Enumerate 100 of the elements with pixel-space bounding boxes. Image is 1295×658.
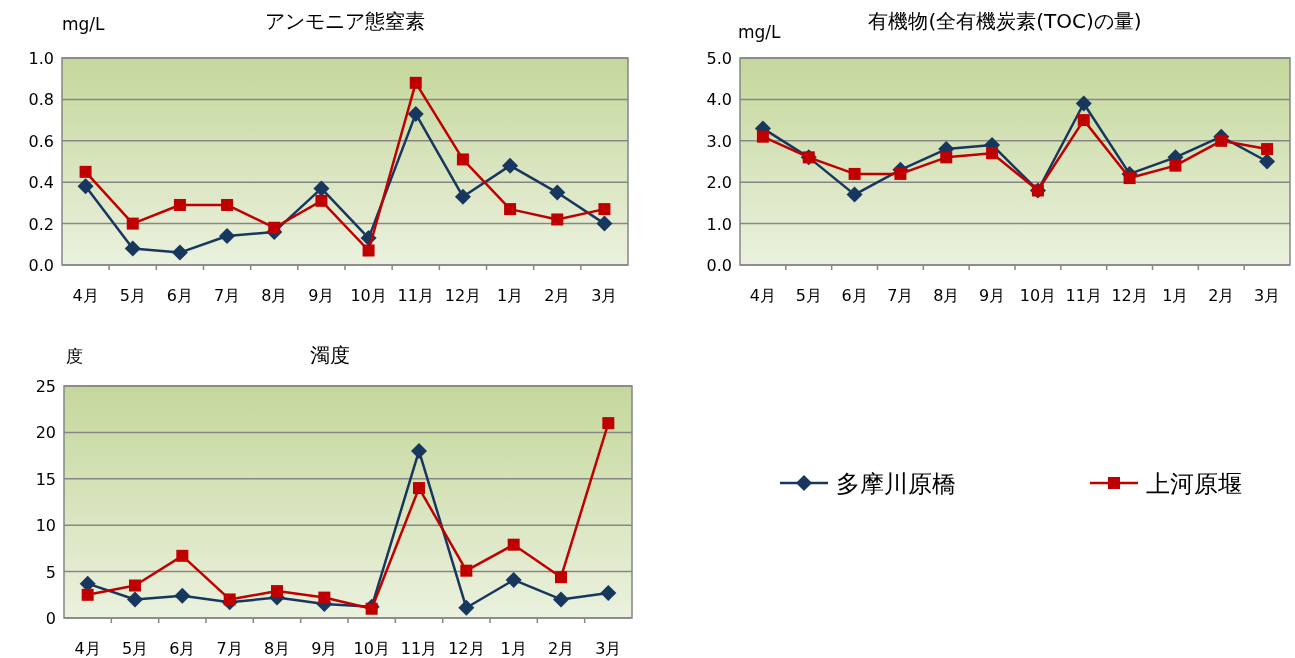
point xyxy=(124,240,141,257)
point xyxy=(173,198,186,211)
x-tick-label: 6月 xyxy=(841,286,868,305)
y-tick-label: 20 xyxy=(35,423,56,443)
y-tick-label: 3.0 xyxy=(706,131,732,151)
point xyxy=(81,588,94,601)
point xyxy=(313,180,330,197)
x-tick-label: 10月 xyxy=(350,286,387,305)
point xyxy=(756,130,769,143)
x-tick-label: 7月 xyxy=(887,286,914,305)
point xyxy=(505,571,522,588)
point xyxy=(454,188,471,205)
x-tick-label: 5月 xyxy=(795,286,822,305)
point xyxy=(171,244,188,261)
point xyxy=(1215,134,1228,147)
legend-label: 上河原堰 xyxy=(1146,470,1242,498)
x-tick-label: 10月 xyxy=(353,639,390,658)
x-tick-label: 9月 xyxy=(311,639,338,658)
point xyxy=(598,203,611,216)
x-tick-label: 6月 xyxy=(166,286,194,305)
point xyxy=(596,215,613,232)
x-tick-label: 2月 xyxy=(544,286,571,305)
point xyxy=(600,584,617,601)
point xyxy=(362,244,375,257)
point xyxy=(268,221,281,234)
point xyxy=(986,147,999,160)
x-tick-label: 1月 xyxy=(1162,286,1189,305)
y-tick-label: 25 xyxy=(35,377,56,396)
y-tick-label: 5.0 xyxy=(706,49,732,68)
point xyxy=(1259,153,1276,170)
point xyxy=(223,593,236,606)
x-tick-label: 4月 xyxy=(72,286,99,305)
x-tick-label: 2月 xyxy=(1208,286,1235,305)
point xyxy=(458,599,475,616)
point xyxy=(176,549,189,562)
x-tick-label: 1月 xyxy=(500,639,527,658)
x-tick-label: 6月 xyxy=(169,639,196,658)
y-tick-label: 0 xyxy=(45,609,56,628)
x-tick-label: 11月 xyxy=(400,639,438,658)
chart-title: 有機物(全有機炭素(TOC)の量) xyxy=(868,9,1142,33)
point xyxy=(846,186,863,203)
point xyxy=(1123,172,1136,185)
y-tick-label: 0.0 xyxy=(706,256,732,275)
point xyxy=(940,151,953,164)
y-tick-label: 15 xyxy=(35,469,56,489)
point xyxy=(553,591,569,608)
x-tick-label: 4月 xyxy=(749,286,777,305)
x-tick-label: 12月 xyxy=(444,286,482,305)
x-tick-label: 8月 xyxy=(261,286,288,305)
y-tick-label: 0.2 xyxy=(28,214,54,234)
point xyxy=(77,178,94,195)
x-tick-label: 4月 xyxy=(74,639,101,658)
x-tick-label: 11月 xyxy=(397,286,434,305)
point xyxy=(456,153,469,166)
point xyxy=(79,165,92,178)
y-tick-label: 1.0 xyxy=(28,49,54,68)
x-tick-label: 1月 xyxy=(496,286,524,305)
y-tick-label: 0.6 xyxy=(28,131,54,151)
x-tick-label: 9月 xyxy=(978,286,1006,305)
y-tick-label: 4.0 xyxy=(706,90,732,110)
x-tick-label: 11月 xyxy=(1065,286,1102,305)
y-axis-title: mg/L xyxy=(62,14,106,34)
y-tick-label: 2.0 xyxy=(706,173,732,193)
y-axis-title: 度 xyxy=(66,346,83,366)
point xyxy=(502,157,519,174)
point xyxy=(549,184,566,201)
y-axis-title: mg/L xyxy=(738,22,782,42)
point xyxy=(413,482,425,495)
x-tick-label: 8月 xyxy=(933,286,960,305)
x-tick-label: 8月 xyxy=(263,639,291,658)
point xyxy=(848,167,861,180)
point xyxy=(127,591,143,608)
x-tick-label: 5月 xyxy=(119,286,146,305)
point xyxy=(409,76,422,89)
point xyxy=(1075,95,1092,112)
point xyxy=(219,228,236,245)
x-tick-label: 12月 xyxy=(448,639,485,658)
point xyxy=(894,167,907,180)
x-tick-label: 10月 xyxy=(1019,286,1057,305)
point xyxy=(407,105,424,122)
point xyxy=(602,417,615,430)
chart-title: アンモニア態窒素 xyxy=(265,9,425,33)
y-tick-label: 1.0 xyxy=(706,214,732,234)
x-tick-label: 7月 xyxy=(213,286,241,305)
chart-title: 濁度 xyxy=(310,343,350,367)
point xyxy=(315,194,328,207)
x-tick-label: 7月 xyxy=(216,639,243,658)
legend-label: 多摩川原橋 xyxy=(836,470,956,498)
point xyxy=(126,217,139,230)
x-tick-label: 3月 xyxy=(595,639,622,658)
y-tick-label: 5 xyxy=(45,562,56,582)
point xyxy=(365,602,378,615)
point xyxy=(1077,114,1090,127)
point xyxy=(1261,143,1274,156)
point xyxy=(271,585,283,598)
y-tick-label: 0.4 xyxy=(28,173,54,193)
x-tick-label: 3月 xyxy=(1253,286,1281,305)
point xyxy=(551,213,564,226)
y-tick-label: 0.0 xyxy=(28,256,54,275)
point xyxy=(460,564,473,577)
